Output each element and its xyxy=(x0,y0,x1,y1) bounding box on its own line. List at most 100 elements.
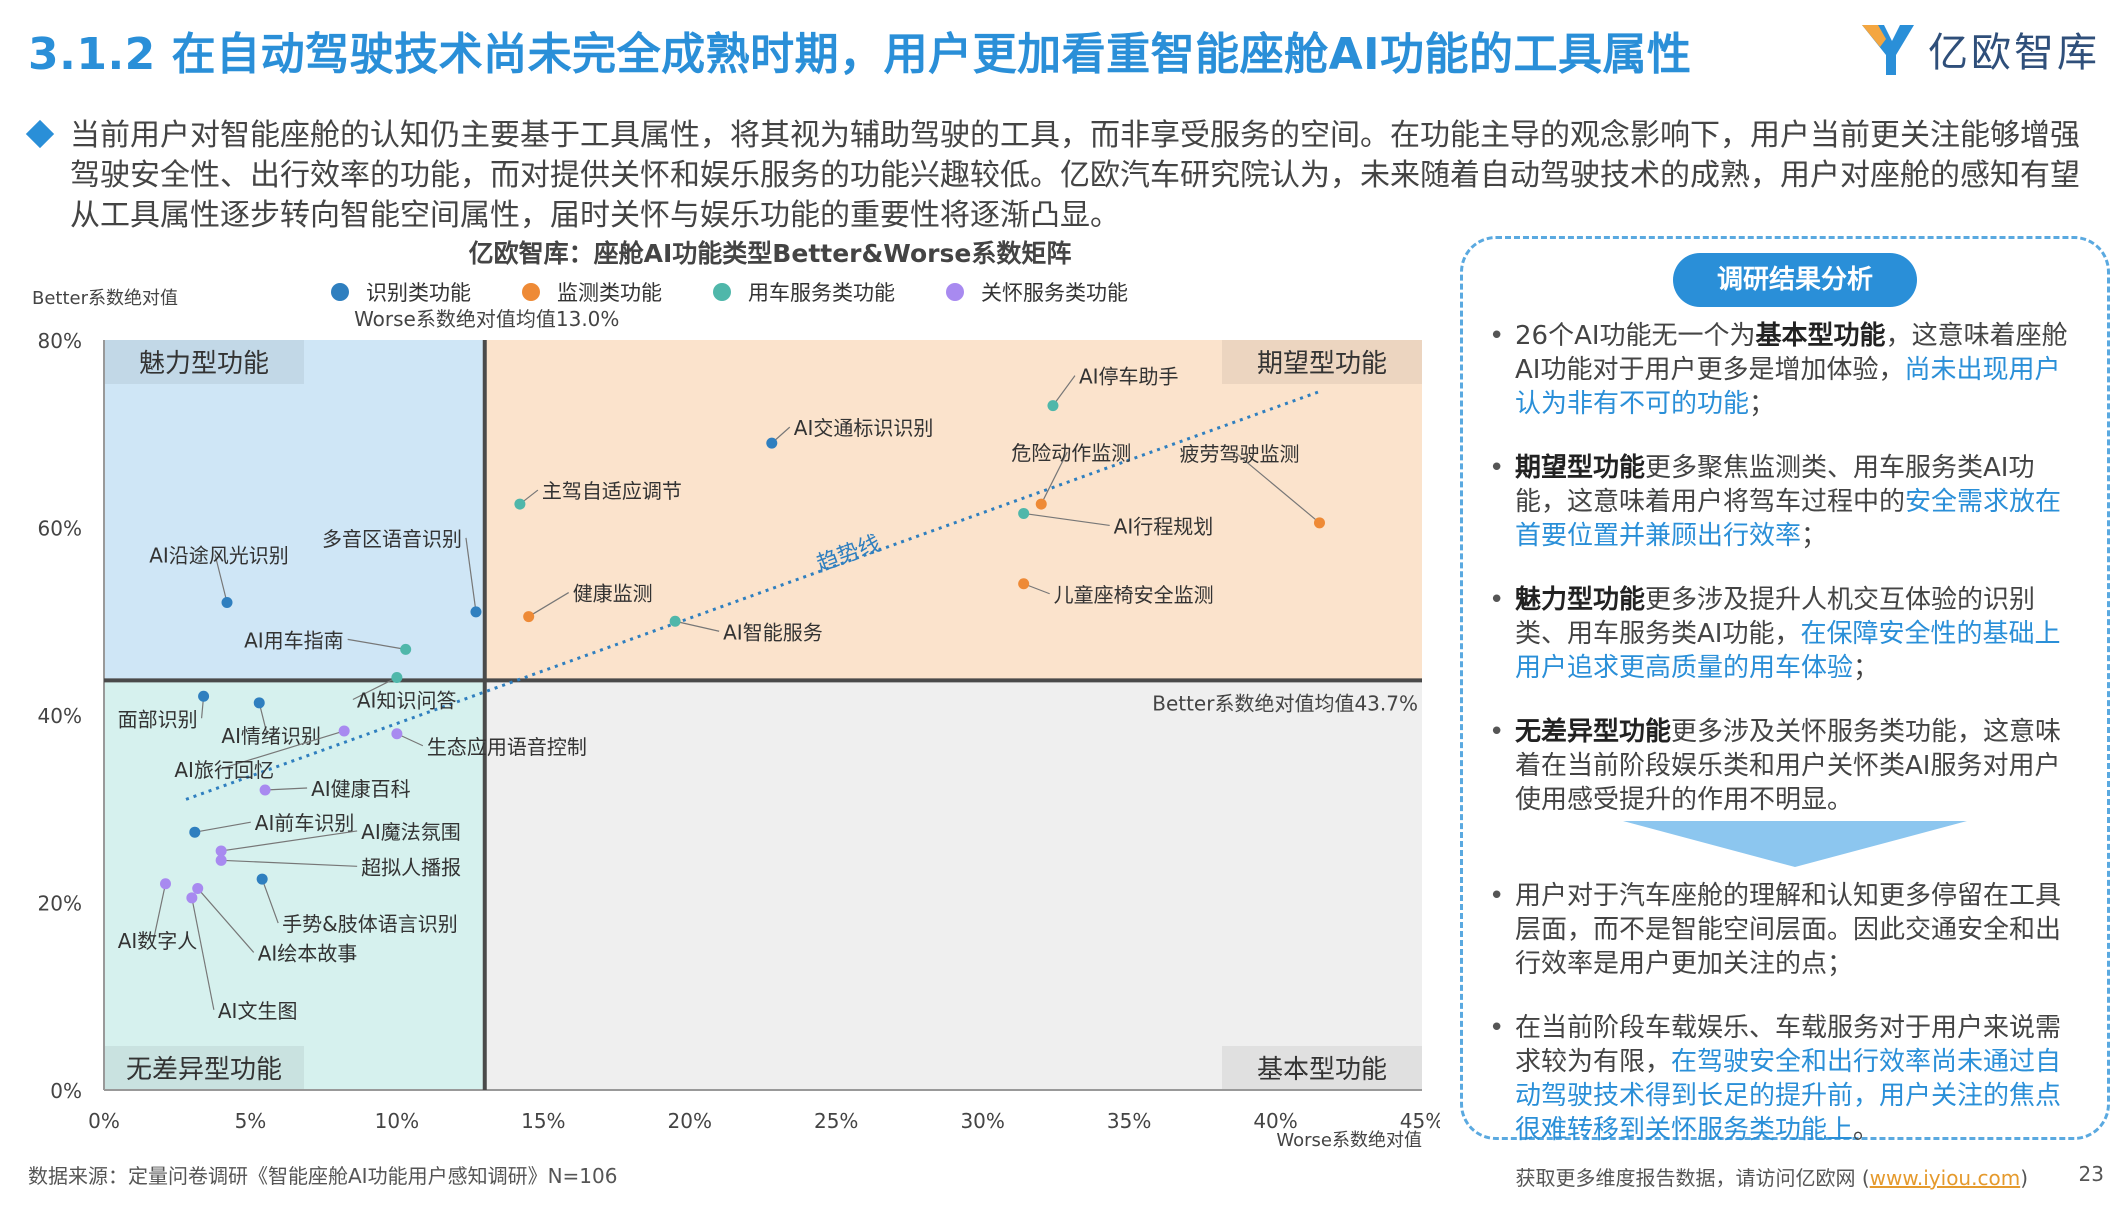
data-point xyxy=(514,498,526,510)
legend-marker xyxy=(522,283,540,301)
point-label: AI魔法氛围 xyxy=(361,820,461,844)
bullet-item: 期望型功能更多聚焦监测类、用车服务类AI功能，这意味着用户将驾车过程中的安全需求… xyxy=(1485,451,2085,553)
point-label: 儿童座椅安全监测 xyxy=(1054,583,1214,607)
panel-badge: 调研结果分析 xyxy=(1673,253,1917,307)
intro-paragraph: 当前用户对智能座舱的认知仍主要基于工具属性，将其视为辅助驾驶的工具，而非享受服务… xyxy=(25,116,2100,236)
website-link[interactable]: www.iyiou.com xyxy=(1869,1166,2021,1190)
data-point xyxy=(669,615,681,627)
x-tick-label: 5% xyxy=(235,1109,267,1133)
point-label: AI数字人 xyxy=(118,929,198,953)
logo-text: 亿欧智库 xyxy=(1928,30,2100,76)
better-mean-label: Better系数绝对值均值43.7% xyxy=(1152,691,1418,715)
x-tick-label: 45% xyxy=(1400,1109,1440,1133)
x-axis-title: Worse系数绝对值 xyxy=(1276,1130,1422,1151)
point-label: AI健康百科 xyxy=(311,777,411,801)
data-point xyxy=(215,845,227,857)
point-label: 手势&肢体语言识别 xyxy=(282,912,458,936)
data-point xyxy=(1018,578,1030,590)
point-label: AI用车指南 xyxy=(244,628,344,652)
data-point xyxy=(523,611,535,623)
data-point xyxy=(192,882,204,894)
bullet-highlight: 尚未出现用户认为非有不可的功能 xyxy=(1515,355,2061,419)
label-leader-line xyxy=(152,883,167,940)
legend-label: 用车服务类功能 xyxy=(748,281,895,305)
x-tick-label: 0% xyxy=(88,1109,120,1133)
data-point xyxy=(186,892,198,904)
point-label: 主驾自适应调节 xyxy=(542,479,682,503)
label-leader-line xyxy=(214,554,228,603)
point-label: AI前车识别 xyxy=(255,811,355,835)
y-tick-label: 80% xyxy=(38,329,82,353)
bullet-text: 在当前阶段车载娱乐、车载服务对于用户来说需求较为有限， xyxy=(1515,1013,2062,1077)
bullet-text: ； xyxy=(1801,521,1828,551)
brand-logo: 亿欧智库 xyxy=(1858,20,2100,78)
label-leader-line xyxy=(347,638,406,650)
quadrant-label-expected: 期望型功能 xyxy=(1257,349,1387,379)
bullet-highlight: 在保障安全性的基础上用户追求更高质量的用车体验 xyxy=(1515,619,2061,683)
page-title: 3.1.2 在自动驾驶技术尚未完全成熟时期，用户更加看重智能座舱AI功能的工具属… xyxy=(28,29,1692,80)
point-label: 危险动作监测 xyxy=(1011,441,1131,465)
chart-area: 魅力型功能 期望型功能 无差异型功能 基本型功能 Worse系数绝对值均值13.0% Be… xyxy=(0,232,1444,1152)
point-label: AI沿途风光识别 xyxy=(149,544,289,568)
point-label: AI旅行回忆 xyxy=(174,758,274,782)
label-leader-line xyxy=(197,888,255,953)
point-label: AI行程规划 xyxy=(1114,514,1214,538)
point-label: AI交通标识识别 xyxy=(794,416,934,440)
bullet-item: 用户对于汽车座舱的理解和认知更多停留在工具层面，而不是智能空间层面。因此交通安全… xyxy=(1485,879,2085,981)
label-leader-line xyxy=(219,730,345,770)
data-point xyxy=(1018,507,1030,519)
bullet-item: 魅力型功能更多涉及提升人机交互体验的识别类、用车服务类AI功能，在保障安全性的基… xyxy=(1485,583,2085,685)
point-label: 面部识别 xyxy=(118,707,198,731)
bullet-highlight: 在驾驶安全和出行效率尚未通过自动驾驶技术得到长足的提升前，用户关注的焦点很难转移… xyxy=(1515,1047,2062,1145)
y-tick-label: 0% xyxy=(50,1079,82,1103)
data-point xyxy=(1313,517,1325,529)
data-point xyxy=(1035,498,1047,510)
y-tick-label: 40% xyxy=(38,704,82,728)
quadrant-label-expected-bg xyxy=(1222,340,1422,384)
bullet-text: 更多涉及关怀服务类功能，这意味着在当前阶段娱乐类和用户关怀类AI服务对用户使用感… xyxy=(1515,717,2062,815)
legend-marker xyxy=(946,283,964,301)
bullet-text: ； xyxy=(1749,389,1776,419)
x-tick-label: 25% xyxy=(814,1109,858,1133)
quadrant-label-indifferent: 无差异型功能 xyxy=(126,1055,282,1085)
data-point xyxy=(470,606,482,618)
data-point xyxy=(259,784,271,796)
label-leader-line xyxy=(265,787,308,791)
data-point xyxy=(391,728,403,740)
bullet-text: 更多涉及提升人机交互体验的识别类、用车服务类AI功能， xyxy=(1515,585,2036,649)
x-tick-label: 40% xyxy=(1253,1109,1297,1133)
legend-label: 关怀服务类功能 xyxy=(981,281,1128,305)
legend-marker xyxy=(713,283,731,301)
data-point xyxy=(338,725,350,737)
label-leader-line xyxy=(261,878,279,924)
data-point xyxy=(400,643,412,655)
point-label: AI停车助手 xyxy=(1079,365,1179,389)
point-label: 超拟人播报 xyxy=(361,855,461,879)
quadrant-label-attractive-bg xyxy=(104,340,304,384)
intro-text: 当前用户对智能座舱的认知仍主要基于工具属性，将其视为辅助驾驶的工具，而非享受服务… xyxy=(70,118,2080,233)
label-leader-line xyxy=(352,676,398,701)
label-leader-line xyxy=(528,592,569,618)
down-arrow-icon xyxy=(1623,821,1967,867)
point-label: AI知识问答 xyxy=(357,689,457,713)
point-label: 疲劳驾驶监测 xyxy=(1179,442,1299,466)
bullet-text: ，这意味着座舱AI功能对于用户更多是增加体验， xyxy=(1515,321,2068,385)
quadrant-basic xyxy=(484,680,1422,1090)
data-point xyxy=(160,878,172,890)
diamond-bullet-icon xyxy=(25,119,55,149)
point-label: AI绘本故事 xyxy=(258,941,358,965)
label-leader-line xyxy=(221,859,358,867)
data-point xyxy=(189,826,201,838)
quadrant-label-basic-bg xyxy=(1222,1046,1422,1090)
analysis-panel: 调研结果分析 26个AI功能无一个为基本型功能，这意味着座舱AI功能对于用户更多… xyxy=(1460,236,2110,1145)
point-label: 健康监测 xyxy=(573,582,653,606)
conclusion-bullets: 用户对于汽车座舱的理解和认知更多停留在工具层面，而不是智能空间层面。因此交通安全… xyxy=(1485,879,2085,1177)
bullet-bold: 基本型功能 xyxy=(1755,321,1886,351)
footer-note: 获取更多维度报告数据，请访问亿欧网 (www.iyiou.com) xyxy=(1515,1162,2028,1191)
data-point xyxy=(766,437,778,449)
bullet-item: 无差异型功能更多涉及关怀服务类功能，这意味着在当前阶段娱乐类和用户关怀类AI服务… xyxy=(1485,715,2085,817)
logo-mark-icon xyxy=(1862,25,1914,75)
bullet-text: 用户对于汽车座舱的理解和认知更多停留在工具层面，而不是智能空间层面。因此交通安全… xyxy=(1515,881,2062,979)
label-leader-line xyxy=(1052,375,1076,406)
